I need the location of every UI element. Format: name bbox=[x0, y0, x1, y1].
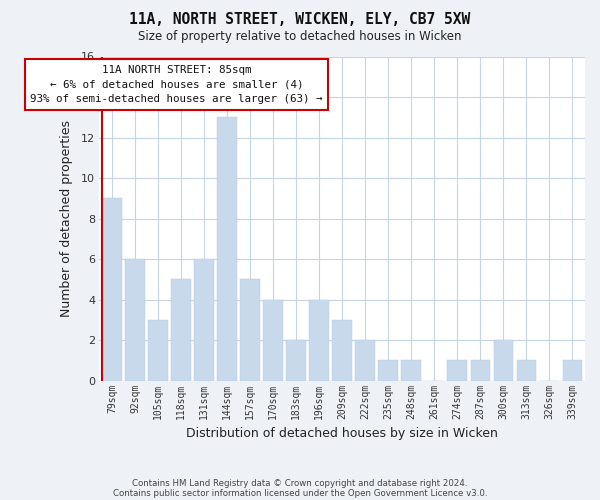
Bar bbox=[310, 300, 329, 380]
Bar bbox=[332, 320, 352, 380]
Text: Size of property relative to detached houses in Wicken: Size of property relative to detached ho… bbox=[138, 30, 462, 43]
Text: Contains HM Land Registry data © Crown copyright and database right 2024.: Contains HM Land Registry data © Crown c… bbox=[132, 478, 468, 488]
Bar bbox=[217, 118, 237, 380]
Bar bbox=[194, 259, 214, 380]
Bar bbox=[563, 360, 582, 380]
Bar bbox=[263, 300, 283, 380]
Bar bbox=[401, 360, 421, 380]
X-axis label: Distribution of detached houses by size in Wicken: Distribution of detached houses by size … bbox=[186, 427, 498, 440]
Y-axis label: Number of detached properties: Number of detached properties bbox=[60, 120, 73, 317]
Text: Contains public sector information licensed under the Open Government Licence v3: Contains public sector information licen… bbox=[113, 488, 487, 498]
Text: 11A NORTH STREET: 85sqm
← 6% of detached houses are smaller (4)
93% of semi-deta: 11A NORTH STREET: 85sqm ← 6% of detached… bbox=[30, 64, 323, 104]
Bar bbox=[379, 360, 398, 380]
Text: 11A, NORTH STREET, WICKEN, ELY, CB7 5XW: 11A, NORTH STREET, WICKEN, ELY, CB7 5XW bbox=[130, 12, 470, 28]
Bar bbox=[494, 340, 513, 380]
Bar bbox=[102, 198, 122, 380]
Bar bbox=[148, 320, 168, 380]
Bar bbox=[125, 259, 145, 380]
Bar bbox=[286, 340, 306, 380]
Bar bbox=[241, 280, 260, 380]
Bar bbox=[172, 280, 191, 380]
Bar bbox=[355, 340, 375, 380]
Bar bbox=[517, 360, 536, 380]
Bar bbox=[470, 360, 490, 380]
Bar bbox=[448, 360, 467, 380]
